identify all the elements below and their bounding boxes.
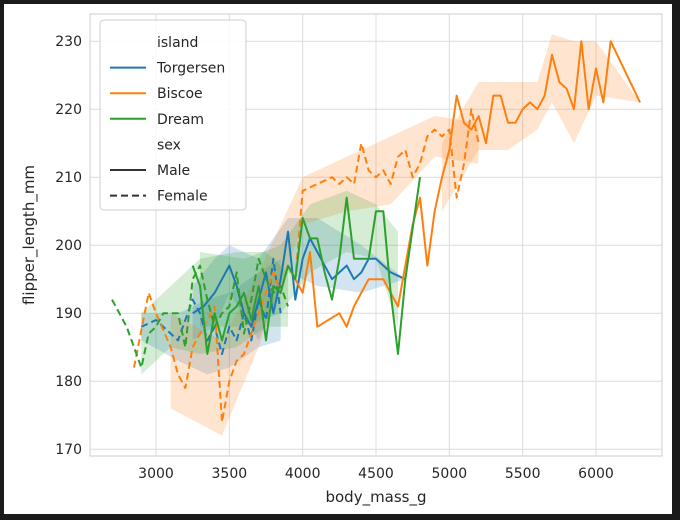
x-tick-labels: 3000 3500 4000 4500 5000 5500 6000	[138, 466, 614, 482]
y-axis-label: flipper_length_mm	[20, 165, 39, 305]
confidence-band-dream-male	[200, 190, 398, 327]
legend-label-dream: Dream	[157, 112, 204, 128]
series-line-dream-male	[191, 177, 421, 355]
legend-label-female: Female	[157, 189, 208, 205]
series-lines	[111, 40, 641, 423]
x-tick-label: 4500	[358, 466, 394, 482]
chart-frame: 3000 3500 4000 4500 5000 5500 6000 170 180 190 20…	[4, 4, 672, 514]
confidence-band-biscoe-male	[442, 34, 640, 212]
legend-label-torgersen: Torgersen	[156, 61, 225, 77]
y-tick-label: 220	[55, 102, 82, 118]
x-tick-label: 3000	[138, 466, 174, 482]
y-tick-label: 210	[55, 170, 82, 186]
confidence-band-biscoe-female	[170, 116, 479, 436]
y-tick-label: 190	[55, 306, 82, 322]
x-tick-label: 6000	[578, 466, 614, 482]
series-line-biscoe-female	[133, 108, 480, 423]
y-tick-label: 230	[55, 34, 82, 50]
line-chart: 3000 3500 4000 4500 5000 5500 6000 170 180 190 20…	[20, 13, 663, 507]
x-tick-label: 4000	[285, 466, 321, 482]
legend-label-male: Male	[157, 163, 190, 179]
series-line-torgersen-male	[192, 230, 406, 328]
x-tick-label: 3500	[212, 466, 248, 482]
x-axis-label: body_mass_g	[325, 488, 426, 507]
y-tick-label: 170	[55, 442, 82, 458]
x-tick-label: 5000	[432, 466, 468, 482]
legend: island sex Torgersen Biscoe Dream Male Femal…	[99, 19, 247, 211]
legend-entries: Torgersen Biscoe Dream Male Female	[110, 61, 225, 205]
x-tick-label: 5500	[505, 466, 541, 482]
y-tick-labels: 170 180 190 200 210 220 230	[55, 34, 82, 458]
legend-title-island: island	[157, 35, 198, 51]
series-line-dream-female	[111, 257, 289, 369]
y-tick-label: 180	[55, 374, 82, 390]
confidence-bands	[141, 34, 640, 436]
series-line-biscoe-male	[294, 40, 641, 328]
legend-label-biscoe: Biscoe	[157, 86, 203, 102]
legend-title-sex: sex	[157, 137, 181, 153]
y-tick-label: 200	[55, 238, 82, 254]
